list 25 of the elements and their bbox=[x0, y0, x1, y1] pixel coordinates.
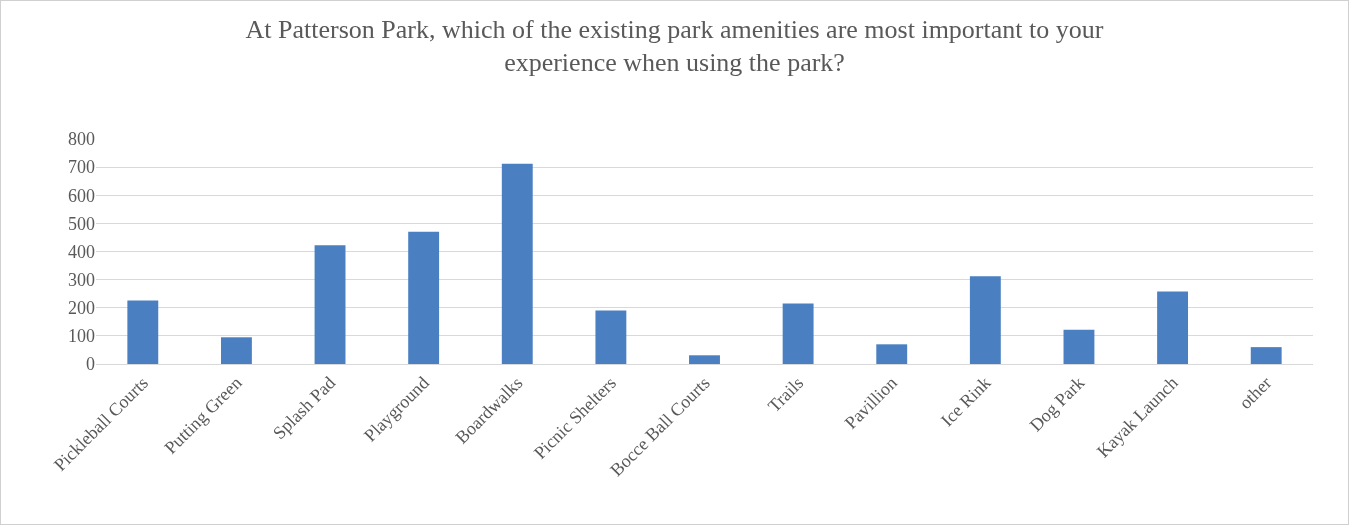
y-tick-label: 300 bbox=[68, 269, 95, 290]
bar bbox=[314, 245, 346, 364]
y-tick-label: 0 bbox=[86, 354, 95, 375]
bar bbox=[1250, 347, 1282, 364]
bar bbox=[782, 303, 814, 364]
y-tick-label: 600 bbox=[68, 185, 95, 206]
bar bbox=[876, 344, 908, 364]
bar bbox=[220, 337, 252, 364]
x-tick-label: Dog Park bbox=[1025, 372, 1089, 436]
y-tick-label: 200 bbox=[68, 298, 95, 319]
chart-title: At Patterson Park, which of the existing park amenities are most important to your experience when using the park? bbox=[245, 14, 1104, 78]
bar bbox=[408, 231, 440, 364]
bar bbox=[127, 300, 159, 364]
y-tick-label: 100 bbox=[68, 326, 95, 347]
bar bbox=[1063, 329, 1095, 364]
bar bbox=[501, 163, 533, 364]
bar bbox=[595, 310, 627, 364]
y-tick-label: 800 bbox=[68, 129, 95, 150]
bar bbox=[969, 276, 1001, 364]
y-tick-label: 400 bbox=[68, 241, 95, 262]
bar bbox=[689, 355, 720, 364]
bar bbox=[1157, 291, 1189, 364]
x-tick-label: Ice Rink bbox=[936, 372, 995, 431]
y-tick-label: 700 bbox=[68, 157, 95, 178]
y-tick-label: 500 bbox=[68, 213, 95, 234]
